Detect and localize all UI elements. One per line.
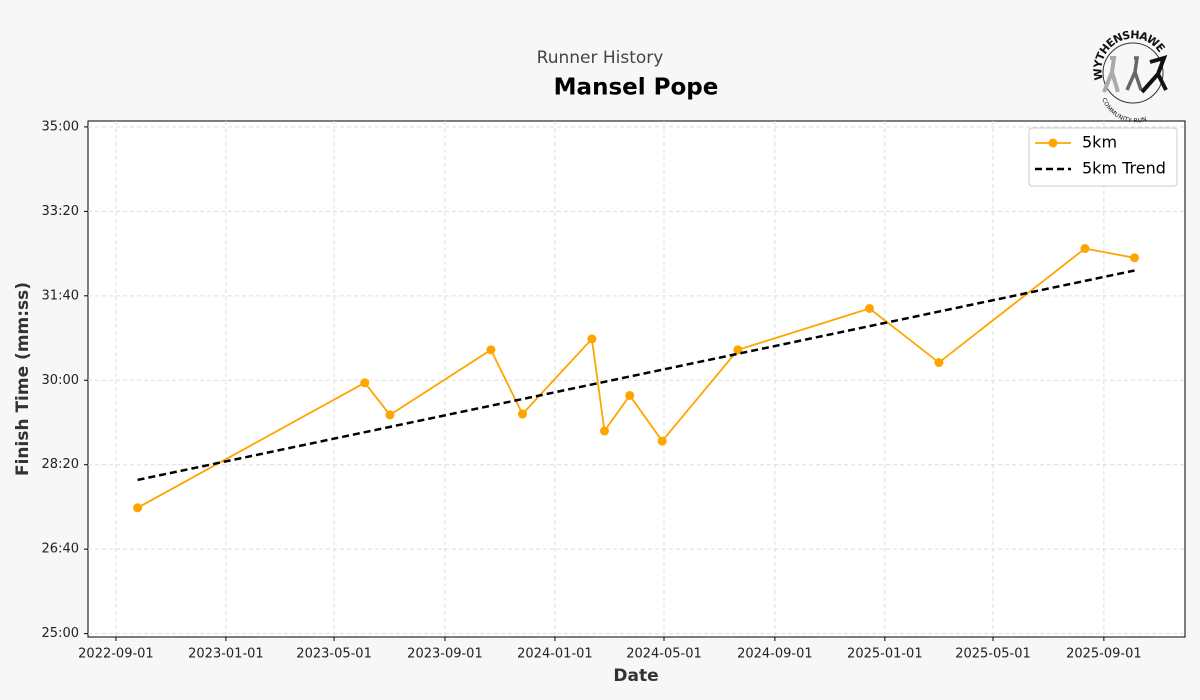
data-point: [657, 436, 667, 446]
y-tick-label: 31:40: [42, 288, 79, 303]
data-point: [865, 303, 875, 313]
data-point: [133, 503, 143, 513]
chart-title: Mansel Pope: [554, 75, 719, 101]
series-line: [137, 247, 1135, 509]
data-point: [625, 390, 635, 400]
y-tick-label: 33:20: [42, 204, 79, 219]
data-point: [385, 410, 395, 420]
legend-label: 5km Trend: [1082, 159, 1166, 178]
x-tick-label: 2022-09-01: [78, 647, 154, 662]
data-point: [1080, 244, 1090, 254]
x-tick-label: 2024-01-01: [517, 647, 593, 662]
x-axis-label: Date: [613, 666, 658, 686]
data-point: [517, 409, 527, 419]
legend-label: 5km: [1082, 133, 1117, 152]
y-tick-label: 30:00: [42, 373, 79, 388]
x-tick-label: 2024-09-01: [737, 647, 813, 662]
data-point: [934, 358, 944, 368]
x-tick-label: 2025-01-01: [847, 647, 923, 662]
y-tick-label: 35:00: [42, 119, 79, 134]
series-line: [137, 269, 1135, 482]
logo-runner-2: [1125, 56, 1143, 91]
plot-area: [87, 120, 1186, 638]
x-tick-label: 2023-05-01: [296, 647, 372, 662]
x-tick-label: 2025-05-01: [955, 647, 1031, 662]
logo-runner-3: [1140, 54, 1168, 94]
y-tick-label: 25:00: [42, 626, 79, 641]
data-point: [360, 378, 370, 388]
legend-marker: [1048, 138, 1058, 148]
x-tick-label: 2025-09-01: [1066, 647, 1142, 662]
x-tick-label: 2023-01-01: [188, 647, 264, 662]
data-point: [587, 334, 597, 344]
data-point: [1130, 253, 1140, 263]
y-tick-label: 28:20: [42, 457, 79, 472]
data-point: [733, 345, 743, 355]
x-tick-label: 2023-09-01: [407, 647, 483, 662]
data-point: [486, 345, 496, 355]
y-tick-label: 26:40: [42, 542, 79, 557]
logo-ring: [1102, 42, 1164, 104]
x-tick-label: 2024-05-01: [626, 647, 702, 662]
logo-runner-1: [1102, 56, 1120, 93]
data-point: [600, 426, 610, 436]
chart-subtitle: Runner History: [537, 48, 664, 68]
y-axis-label: Finish Time (mm:ss): [13, 282, 33, 476]
legend: 5km 5km Trend: [1028, 127, 1178, 187]
